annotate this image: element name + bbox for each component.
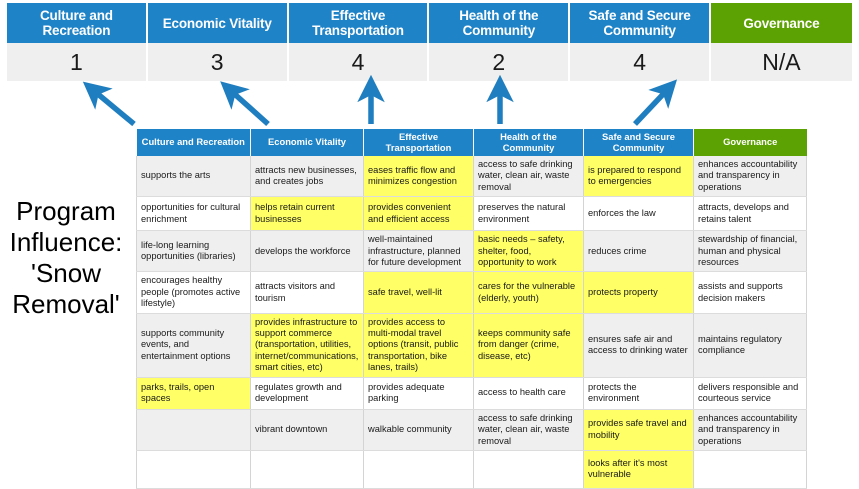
table-row: life-long learning opportunities (librar… (136, 230, 807, 273)
matrix-cell: helps retain current businesses (250, 196, 364, 232)
program-label-line-2: Influence: (9, 227, 123, 257)
influence-matrix-table: Culture and Recreation Economic Vitality… (136, 129, 807, 489)
table-row: looks after it's most vulnerable (136, 450, 807, 489)
matrix-cell: stewardship of financial, human and phys… (693, 230, 807, 273)
table-row: opportunities for cultural enrichment he… (136, 196, 807, 232)
matrix-cell: attracts visitors and tourism (250, 271, 364, 314)
matrix-cell: attracts, develops and retains talent (693, 196, 807, 232)
scorecard-value-economic-vitality: 3 (147, 43, 289, 81)
scorecard-value-row: 1 3 4 2 4 N/A (7, 43, 852, 81)
matrix-cell: preserves the natural environment (473, 196, 584, 232)
scorecard-value-culture-and-recreation: 1 (7, 43, 148, 81)
matrix-cell: provides safe travel and mobility (583, 409, 694, 451)
matrix-cell: reduces crime (583, 230, 694, 273)
table-row: supports community events, and entertain… (136, 313, 807, 378)
matrix-cell: assists and supports decision makers (693, 271, 807, 314)
matrix-cell: supports community events, and entertain… (136, 313, 251, 378)
scorecard-value-safe-and-secure-community: 4 (570, 43, 711, 81)
matrix-cell (473, 450, 584, 489)
matrix-header-row: Culture and Recreation Economic Vitality… (136, 129, 807, 156)
matrix-cell: keeps community safe from danger (crime,… (473, 313, 584, 378)
matrix-cell: access to health care (473, 377, 584, 410)
matrix-header-health-of-the-community[interactable]: Health of the Community (473, 129, 584, 156)
matrix-cell: attracts new businesses, and creates job… (250, 156, 364, 198)
scorecard-value-health-of-the-community: 2 (429, 43, 571, 81)
matrix-cell: walkable community (363, 409, 474, 451)
matrix-header-safe-and-secure-community[interactable]: Safe and Secure Community (583, 129, 694, 156)
matrix-cell: provides infrastructure to support comme… (250, 313, 364, 378)
matrix-cell: access to safe drinking water, clean air… (473, 156, 584, 198)
matrix-cell: life-long learning opportunities (librar… (136, 230, 251, 273)
scorecard-header-effective-transportation[interactable]: Effective Transportation (288, 3, 430, 43)
scorecard-header-health-of-the-community[interactable]: Health of the Community (429, 3, 571, 43)
scorecard-value-effective-transportation: 4 (288, 43, 430, 81)
matrix-cell: provides access to multi-modal travel op… (363, 313, 474, 378)
matrix-cell: provides adequate parking (363, 377, 474, 410)
matrix-header-economic-vitality[interactable]: Economic Vitality (250, 129, 364, 156)
matrix-cell: enhances accountability and transparency… (693, 156, 807, 198)
matrix-cell: maintains regulatory compliance (693, 313, 807, 378)
program-label-line-3: 'Snow (30, 258, 101, 288)
program-label-line-1: Program (16, 196, 116, 226)
table-row: parks, trails, open spaces regulates gro… (136, 377, 807, 410)
scorecard-value-governance: N/A (710, 43, 852, 81)
matrix-header-effective-transportation[interactable]: Effective Transportation (363, 129, 474, 156)
arrow-up-right-5 (632, 79, 678, 126)
matrix-cell: access to safe drinking water, clean air… (473, 409, 584, 451)
table-row: encourages healthy people (promotes acti… (136, 271, 807, 314)
scorecard-header-governance[interactable]: Governance (710, 3, 852, 43)
matrix-cell: safe travel, well-lit (363, 271, 474, 314)
matrix-cell: well-maintained infrastructure, planned … (363, 230, 474, 273)
matrix-cell: looks after it's most vulnerable (583, 450, 694, 489)
matrix-cell: basic needs – safety, shelter, food, opp… (473, 230, 584, 273)
scorecard-header-economic-vitality[interactable]: Economic Vitality (147, 3, 289, 43)
matrix-cell (693, 450, 807, 489)
program-label-line-4: Removal' (12, 289, 120, 319)
matrix-cell: develops the workforce (250, 230, 364, 273)
matrix-cell: eases traffic flow and minimizes congest… (363, 156, 474, 198)
matrix-cell (250, 450, 364, 489)
matrix-header-governance[interactable]: Governance (693, 129, 807, 156)
scorecard-banner: Culture and Recreation Economic Vitality… (7, 3, 852, 81)
matrix-cell: opportunities for cultural enrichment (136, 196, 251, 232)
table-row: vibrant downtown walkable community acce… (136, 409, 807, 451)
matrix-cell: enforces the law (583, 196, 694, 232)
matrix-cell (136, 450, 251, 489)
matrix-cell: delivers responsible and courteous servi… (693, 377, 807, 410)
scorecard-header-safe-and-secure-community[interactable]: Safe and Secure Community (570, 3, 711, 43)
table-row: supports the arts attracts new businesse… (136, 156, 807, 198)
program-influence-label: Program Influence: 'Snow Removal' (2, 196, 130, 320)
matrix-cell: cares for the vulnerable (elderly, youth… (473, 271, 584, 314)
matrix-header-culture-and-recreation[interactable]: Culture and Recreation (136, 129, 251, 156)
matrix-cell (363, 450, 474, 489)
arrow-up-left-2 (220, 81, 270, 127)
matrix-cell: is prepared to respond to emergencies (583, 156, 694, 198)
matrix-cell: protects the environment (583, 377, 694, 410)
matrix-cell: enhances accountability and transparency… (693, 409, 807, 451)
matrix-cell: supports the arts (136, 156, 251, 198)
matrix-cell: ensures safe air and access to drinking … (583, 313, 694, 378)
matrix-cell: parks, trails, open spaces (136, 377, 251, 410)
matrix-cell: regulates growth and development (250, 377, 364, 410)
scorecard-header-row: Culture and Recreation Economic Vitality… (7, 3, 852, 43)
matrix-cell: provides convenient and efficient access (363, 196, 474, 232)
matrix-cell: encourages healthy people (promotes acti… (136, 271, 251, 314)
scorecard-header-culture-and-recreation[interactable]: Culture and Recreation (7, 3, 148, 43)
arrow-up-left-1 (82, 81, 136, 127)
matrix-cell (136, 409, 251, 451)
matrix-cell: protects property (583, 271, 694, 314)
matrix-cell: vibrant downtown (250, 409, 364, 451)
